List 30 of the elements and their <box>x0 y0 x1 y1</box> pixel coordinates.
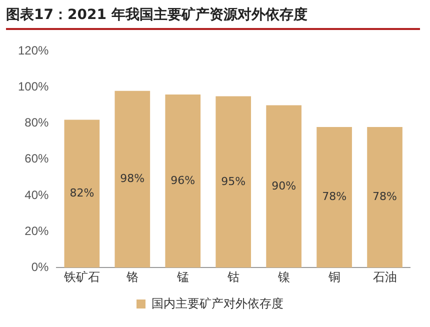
x-tick-label: 钴 <box>226 270 240 284</box>
data-label: 78% <box>372 190 397 204</box>
x-tick-label: 锰 <box>176 270 189 284</box>
data-label: 96% <box>170 174 196 187</box>
x-tick-label: 石油 <box>372 270 397 284</box>
y-tick-label: 60% <box>24 152 50 166</box>
x-tick-label: 铜 <box>327 270 340 284</box>
legend-label: 国内主要矿产对外依存度 <box>152 296 284 310</box>
bar <box>266 105 302 268</box>
x-tick-label: 铬 <box>125 270 138 284</box>
y-tick-label: 120% <box>18 44 50 58</box>
bar <box>165 94 201 268</box>
bar <box>216 96 252 268</box>
y-tick-label: 100% <box>18 80 50 94</box>
y-tick-label: 40% <box>24 188 50 202</box>
y-tick-label: 0% <box>31 260 50 274</box>
data-label: 78% <box>322 190 347 204</box>
bar <box>114 90 150 268</box>
bar <box>367 126 402 268</box>
bar <box>316 126 352 268</box>
chart-title: 图表17：2021 年我国主要矿产资源对外依存度 <box>6 6 420 30</box>
data-label: 82% <box>70 186 94 200</box>
y-tick-label: 20% <box>24 224 50 238</box>
x-tick-label: 镍 <box>276 270 290 284</box>
data-label: 98% <box>120 172 145 186</box>
bar <box>64 120 100 268</box>
x-tick-label: 铁矿石 <box>62 270 100 284</box>
data-label: 90% <box>272 179 296 192</box>
y-tick-label: 80% <box>24 116 50 130</box>
data-label: 95% <box>221 174 246 188</box>
